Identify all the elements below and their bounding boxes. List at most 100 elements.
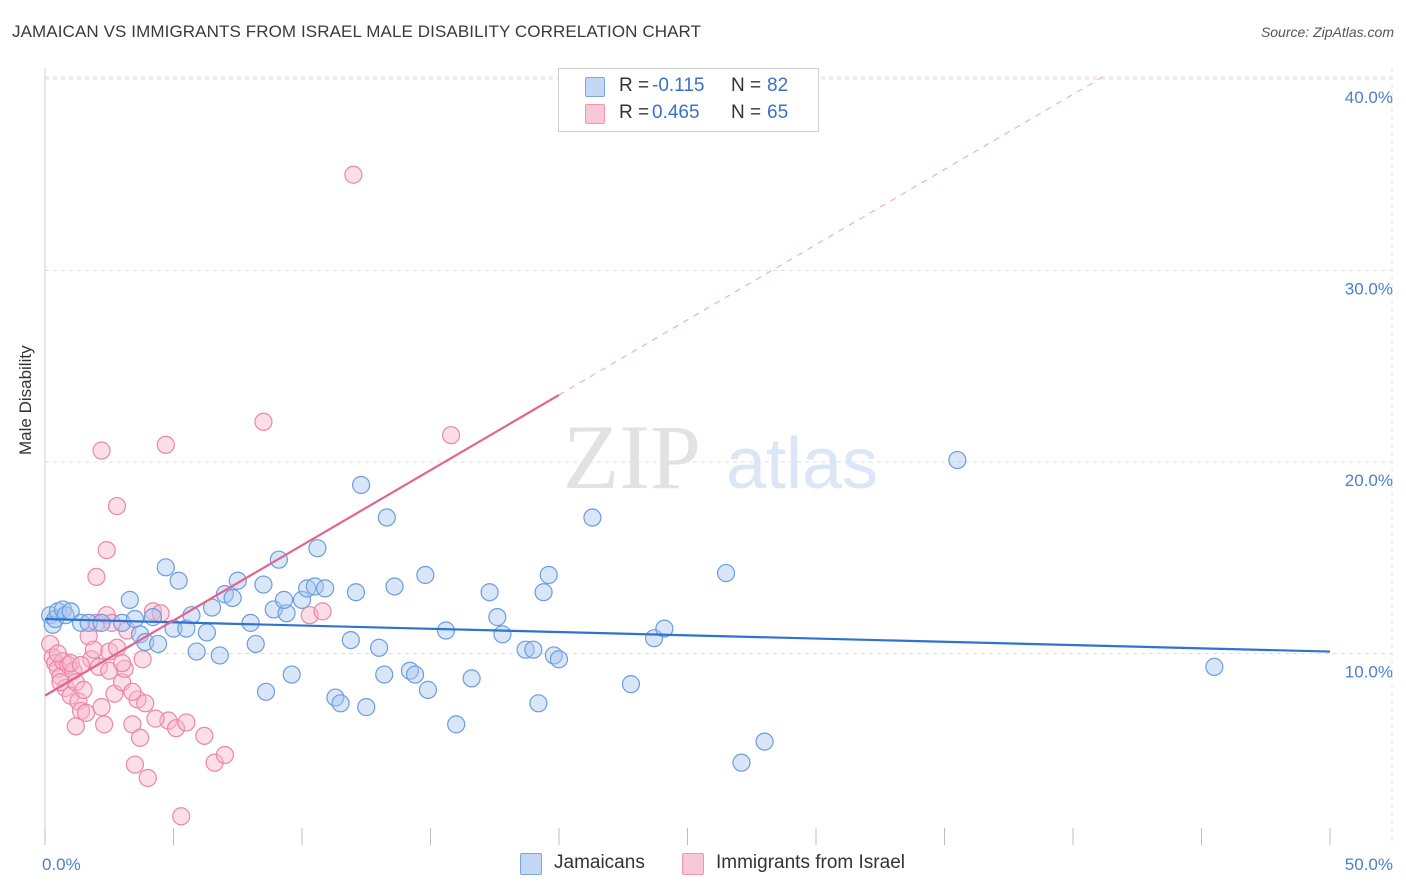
jamaicans-point [197, 623, 217, 642]
jamaicans-point [357, 698, 376, 717]
jamaicans-point [488, 608, 507, 627]
jamaicans-point [120, 590, 139, 609]
israel-point [87, 613, 106, 632]
jamaicans-point [352, 475, 371, 495]
jamaicans-point [316, 579, 335, 598]
israel-point [92, 441, 111, 460]
jamaicans-point [493, 625, 512, 644]
jamaicans-point [246, 634, 265, 654]
axis-tick-labels: 10.0% 20.0% 30.0% 40.0% 0.0% 50.0% [42, 88, 1393, 874]
jamaicans-point [210, 646, 229, 665]
jamaicans-point [621, 675, 641, 694]
israel-point [254, 412, 273, 431]
series-israel-points [41, 165, 461, 826]
legend-r-value: -0.115 [652, 75, 705, 96]
jamaicans-point [223, 588, 242, 608]
israel-point [41, 634, 60, 654]
israel-point [97, 540, 116, 560]
jamaicans-point [405, 665, 425, 684]
israel-point [48, 644, 67, 663]
jamaicans-point [655, 619, 674, 638]
jamaicans-point [331, 694, 350, 713]
israel-point [123, 715, 142, 734]
israel-point [177, 713, 196, 732]
jamaicans-point [416, 565, 435, 585]
watermark-atlas: atlas [726, 424, 878, 504]
israel-point [133, 650, 152, 669]
jamaicans-point [732, 753, 751, 772]
chart-title: JAMAICAN VS IMMIGRANTS FROM ISRAEL MALE … [12, 22, 702, 41]
israel-point [84, 640, 103, 659]
jamaicans-point [346, 583, 366, 602]
y-tick-label: 20.0% [1345, 471, 1393, 490]
jamaicans-point [418, 680, 438, 699]
israel-point [79, 627, 98, 646]
israel-point [87, 567, 106, 587]
israel-point [344, 165, 363, 184]
jamaicans-trend-line [44, 617, 1331, 653]
israel-point [74, 680, 93, 699]
jamaicans-point [156, 558, 175, 577]
grid-lines [44, 68, 1393, 845]
israel-point [156, 435, 175, 454]
jamaicans-point [549, 650, 569, 669]
jamaicans-point [92, 613, 111, 632]
israel-point [205, 753, 224, 772]
jamaicans-point [187, 642, 206, 661]
israel-point [166, 719, 186, 738]
source-label: Source: ZipAtlas.com [1260, 24, 1394, 40]
israel-point [146, 709, 165, 728]
jamaicans-point [539, 565, 558, 585]
jamaicans-point [370, 638, 389, 657]
x-axis-ticks [44, 828, 1331, 845]
jamaicans-point [529, 694, 548, 713]
jamaicans-point [524, 640, 543, 659]
israel-point [172, 807, 191, 826]
israel-point [136, 694, 155, 713]
jamaicans-point [377, 508, 396, 527]
legend-r-label: R = [619, 102, 650, 123]
israel-point [92, 698, 111, 717]
bottom-legend-label: Immigrants from Israel [716, 852, 905, 873]
jamaicans-point [341, 630, 360, 650]
israel-point [195, 726, 214, 745]
jamaicans-point [277, 604, 296, 623]
israel-point [95, 715, 114, 734]
legend-swatch-pink [585, 104, 605, 124]
trend-lines [44, 74, 1331, 697]
x-tick-label: 50.0% [1345, 855, 1393, 874]
jamaicans-point [375, 665, 394, 684]
jamaicans-point [326, 688, 345, 707]
israel-trend-extension [558, 74, 1107, 396]
legend-n-value: 65 [767, 102, 789, 123]
jamaicans-point [125, 609, 145, 629]
y-tick-label: 30.0% [1345, 280, 1393, 299]
jamaicans-point [583, 508, 602, 527]
jamaicans-point [148, 634, 168, 654]
watermark: ZIP atlas [563, 406, 878, 508]
jamaicans-point [254, 575, 273, 594]
bottom-legend-swatch-pink [682, 853, 704, 875]
israel-point [138, 768, 157, 788]
jamaicans-point [447, 715, 466, 734]
jamaicans-point [274, 590, 294, 609]
y-tick-label: 40.0% [1345, 88, 1393, 107]
legend-n-label: N = [731, 102, 762, 123]
jamaicans-point [755, 732, 774, 751]
legend-swatch-blue [585, 77, 605, 97]
jamaicans-point [385, 577, 404, 596]
jamaicans-point [436, 621, 456, 640]
bottom-legend-swatch-blue [520, 853, 542, 875]
jamaicans-point [948, 450, 967, 470]
jamaicans-point [241, 613, 260, 632]
jamaicans-point [308, 539, 327, 558]
jamaicans-point [462, 669, 481, 688]
israel-point [313, 602, 332, 621]
jamaicans-point [292, 590, 312, 609]
israel-point [215, 745, 234, 765]
bottom-legend-label: Jamaicans [554, 852, 645, 873]
legend-r-label: R = [619, 75, 650, 96]
jamaicans-point [177, 619, 196, 638]
israel-point [130, 728, 150, 747]
